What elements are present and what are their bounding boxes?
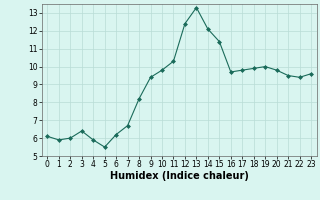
X-axis label: Humidex (Indice chaleur): Humidex (Indice chaleur) [110, 171, 249, 181]
